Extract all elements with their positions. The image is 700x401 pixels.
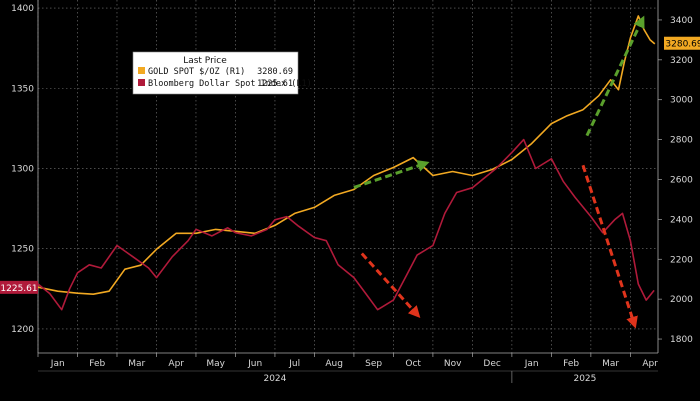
dollar-index-line — [37, 138, 655, 311]
month-label: Feb — [89, 359, 105, 369]
gold-last-badge — [664, 36, 700, 50]
left-tick-label: 1300 — [11, 164, 34, 174]
right-tick-label: 1800 — [670, 335, 693, 345]
trend-arrows — [353, 15, 645, 329]
green-arrow-2 — [585, 15, 645, 137]
month-label: Jan — [524, 359, 539, 369]
series-lines — [37, 15, 656, 311]
legend-value-gold: 3280.69 — [257, 67, 293, 77]
legend-label-dollar: Bloomberg Dollar Spot Index (L1) — [148, 79, 312, 89]
legend-box — [132, 51, 299, 95]
left-tick-label: 1400 — [11, 4, 34, 14]
year-label-2024: 2024 — [263, 374, 286, 384]
month-label: Jul — [288, 359, 300, 369]
right-tick-label: 3400 — [670, 16, 693, 26]
right-tick-label: 2400 — [670, 215, 693, 225]
right-tick-label: 3200 — [670, 56, 693, 66]
month-label: May — [206, 359, 225, 369]
dollar-last-badge-label: 1225.61 — [0, 284, 37, 294]
gold-spot-line — [37, 15, 656, 296]
right-tick-label: 2200 — [670, 255, 693, 265]
month-label: Mar — [128, 359, 145, 369]
right-tick-label: 3000 — [670, 96, 693, 106]
gold-last-badge-label: 3280.69 — [665, 40, 700, 50]
left-tick-label: 1200 — [11, 325, 34, 335]
legend: Last Price GOLD SPOT $/OZ (R1) 3280.69 B… — [132, 51, 312, 95]
legend-swatch-gold — [138, 67, 145, 74]
dollar-last-badge — [0, 280, 38, 294]
month-label: Dec — [483, 359, 500, 369]
legend-swatch-dollar — [138, 79, 145, 86]
axes: 1200 1250 1300 1350 1400 1800 2000 2200 2400 2600… — [11, 0, 693, 384]
left-tick-label: 1250 — [11, 245, 34, 255]
month-label: Aug — [325, 359, 343, 369]
last-price-badges: 1225.61 3280.69 — [0, 36, 700, 294]
right-tick-label: 2600 — [670, 175, 693, 185]
month-label: Sep — [365, 359, 382, 369]
red-arrow-1 — [360, 252, 421, 319]
right-tick-label: 2000 — [670, 295, 693, 305]
month-label: Oct — [405, 359, 421, 369]
legend-value-dollar: 1225.61 — [257, 79, 293, 89]
month-label: Jan — [50, 359, 65, 369]
legend-label-gold: GOLD SPOT $/OZ (R1) — [148, 67, 245, 77]
month-label: Apr — [168, 359, 184, 369]
legend-title: Last Price — [183, 56, 227, 66]
month-label: Mar — [602, 359, 619, 369]
month-label: Jun — [247, 359, 262, 369]
year-label-2025: 2025 — [573, 374, 596, 384]
month-label: Nov — [444, 359, 462, 369]
grid-lines — [37, 0, 658, 353]
green-arrow-1 — [353, 160, 430, 189]
red-arrow-2 — [581, 164, 638, 329]
left-tick-label: 1350 — [11, 84, 34, 94]
month-label: Apr — [642, 359, 658, 369]
right-tick-label: 2800 — [670, 136, 693, 146]
month-label: Feb — [563, 359, 579, 369]
